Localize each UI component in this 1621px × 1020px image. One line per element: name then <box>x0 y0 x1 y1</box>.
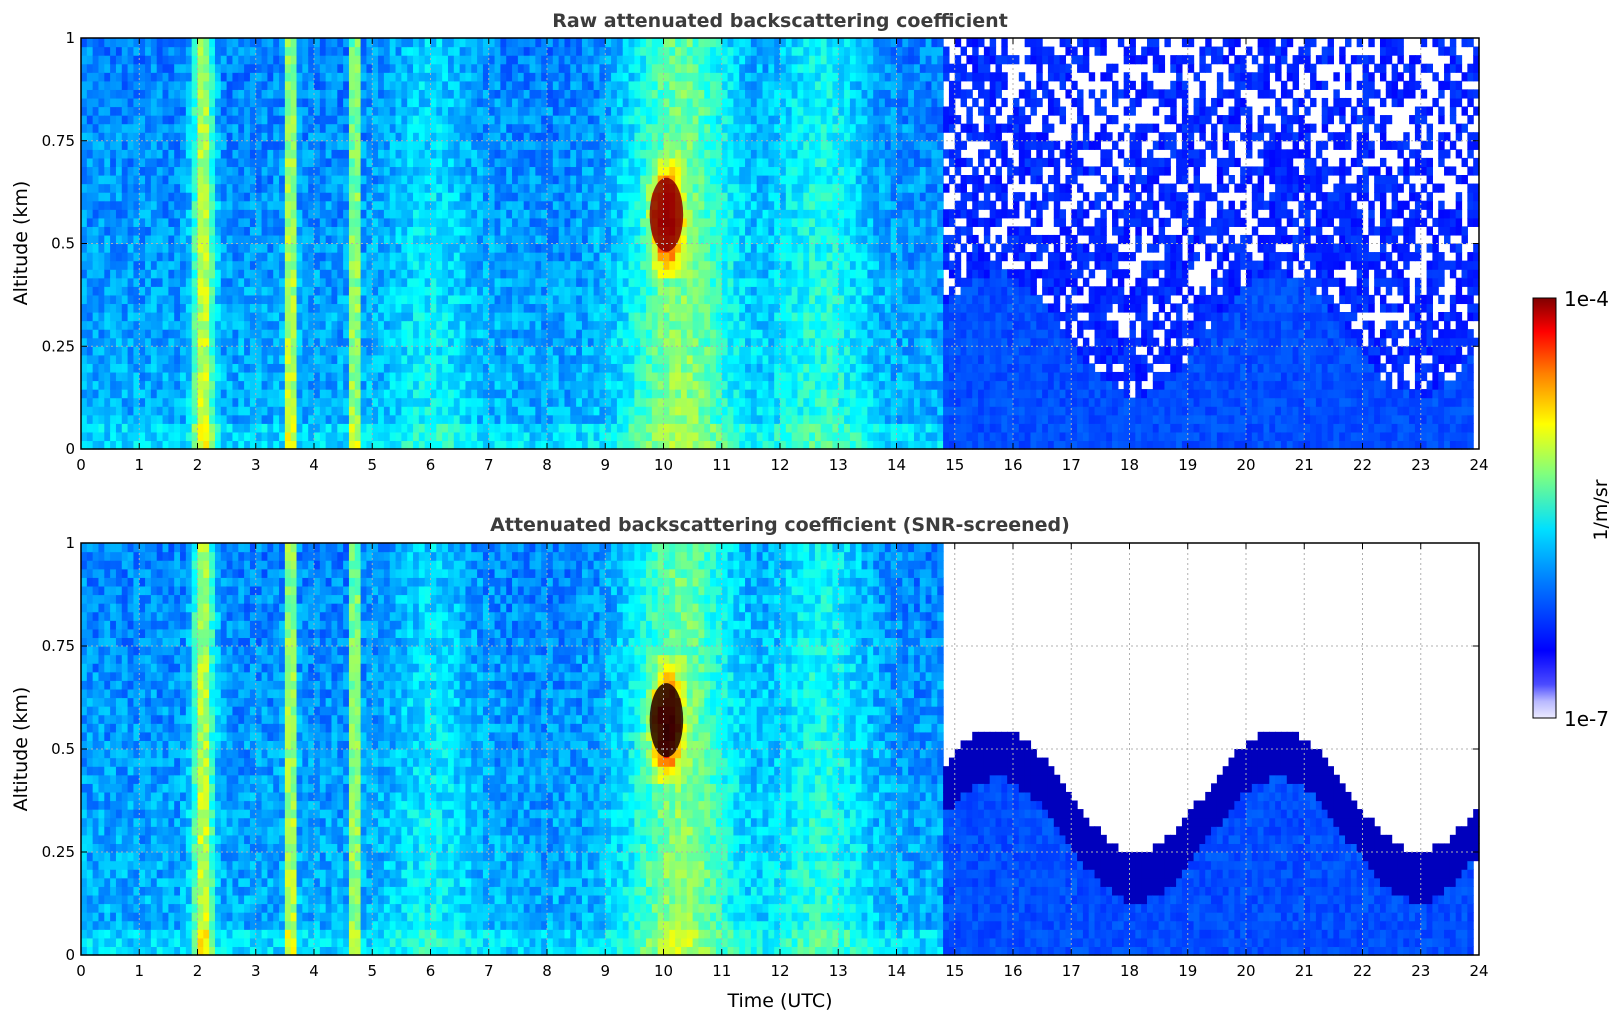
x-tick-label: 22 <box>1353 962 1372 980</box>
x-tick-label: 17 <box>1062 456 1081 474</box>
colorbar-min-label: 1e-7 <box>1564 707 1609 731</box>
x-tick-label: 24 <box>1469 456 1488 474</box>
y-axis-label: Altitude (km) <box>10 687 32 812</box>
snr-screened-backscatter-panel: Attenuated backscattering coefficient (S… <box>10 514 1489 1012</box>
x-tick-label: 8 <box>542 456 552 474</box>
x-tick-label: 5 <box>367 962 377 980</box>
gridlines <box>81 543 1479 955</box>
y-tick-label: 1 <box>65 534 75 552</box>
x-axis: 0 1 2 3 4 5 6 7 8 9 10 11 12 13 14 15 16 17 18 19 20 21 22 23 24 <box>76 543 1489 980</box>
y-tick-label: 0.75 <box>42 132 75 150</box>
colorbar-gradient <box>1532 297 1557 719</box>
y-axis: 0 0.25 0.5 0.75 1 <box>42 29 1479 458</box>
x-tick-label: 18 <box>1120 456 1139 474</box>
x-tick-label: 3 <box>251 962 261 980</box>
colorbar-label: 1/m/sr <box>1590 479 1612 540</box>
x-tick-label: 21 <box>1295 962 1314 980</box>
chart-title: Attenuated backscattering coefficient (S… <box>490 514 1070 536</box>
x-tick-label: 22 <box>1353 456 1372 474</box>
x-tick-label: 0 <box>76 962 86 980</box>
x-tick-label: 11 <box>712 456 731 474</box>
y-axis: 0 0.25 0.5 0.75 1 <box>42 534 1479 964</box>
x-tick-label: 12 <box>770 962 789 980</box>
x-tick-label: 13 <box>829 456 848 474</box>
x-tick-label: 11 <box>712 962 731 980</box>
y-tick-label: 0.5 <box>51 740 75 758</box>
x-tick-label: 2 <box>193 456 203 474</box>
heatmap <box>81 38 1480 450</box>
x-tick-label: 15 <box>945 456 964 474</box>
raw-backscatter-panel: Raw attenuated backscattering coefficien… <box>10 10 1489 474</box>
x-tick-label: 16 <box>1003 456 1022 474</box>
y-axis-label: Altitude (km) <box>10 181 32 306</box>
chart-title: Raw attenuated backscattering coefficien… <box>552 10 1008 32</box>
x-tick-label: 10 <box>654 962 673 980</box>
x-tick-label: 12 <box>770 456 789 474</box>
x-tick-label: 7 <box>484 456 494 474</box>
x-tick-label: 7 <box>484 962 494 980</box>
x-tick-label: 18 <box>1120 962 1139 980</box>
x-tick-label: 6 <box>426 456 436 474</box>
x-tick-label: 4 <box>309 456 319 474</box>
x-tick-label: 21 <box>1295 456 1314 474</box>
x-tick-label: 16 <box>1003 962 1022 980</box>
x-tick-label: 14 <box>887 456 906 474</box>
x-tick-label: 9 <box>600 962 610 980</box>
y-tick-label: 0.25 <box>42 337 75 355</box>
x-tick-label: 20 <box>1236 456 1255 474</box>
x-tick-label: 8 <box>542 962 552 980</box>
y-tick-label: 1 <box>65 29 75 47</box>
y-tick-label: 0.25 <box>42 843 75 861</box>
colorbar-max-label: 1e-4 <box>1564 287 1609 311</box>
x-tick-label: 19 <box>1178 962 1197 980</box>
x-tick-label: 1 <box>134 962 144 980</box>
x-tick-label: 24 <box>1469 962 1488 980</box>
x-tick-label: 1 <box>134 456 144 474</box>
gridlines <box>81 38 1479 449</box>
x-tick-label: 9 <box>600 456 610 474</box>
x-axis: 0 1 2 3 4 5 6 7 8 9 10 11 12 13 14 15 16 17 18 19 20 21 22 23 24 <box>76 38 1489 474</box>
x-tick-label: 3 <box>251 456 261 474</box>
x-tick-label: 5 <box>367 456 377 474</box>
x-axis-label: Time (UTC) <box>726 990 832 1012</box>
x-tick-label: 4 <box>309 962 319 980</box>
x-tick-label: 19 <box>1178 456 1197 474</box>
x-tick-label: 23 <box>1411 962 1430 980</box>
x-tick-label: 13 <box>829 962 848 980</box>
x-tick-label: 2 <box>193 962 203 980</box>
x-tick-label: 17 <box>1062 962 1081 980</box>
x-tick-label: 20 <box>1236 962 1255 980</box>
x-tick-label: 15 <box>945 962 964 980</box>
x-tick-label: 10 <box>654 456 673 474</box>
x-tick-label: 14 <box>887 962 906 980</box>
y-tick-label: 0 <box>65 946 75 964</box>
y-tick-label: 0 <box>65 440 75 458</box>
x-tick-label: 23 <box>1411 456 1430 474</box>
colorbar: 1e-4 1e-7 1/m/sr <box>1532 287 1612 731</box>
y-tick-label: 0.5 <box>51 235 75 253</box>
x-tick-label: 6 <box>426 962 436 980</box>
x-tick-label: 0 <box>76 456 86 474</box>
y-tick-label: 0.75 <box>42 637 75 655</box>
